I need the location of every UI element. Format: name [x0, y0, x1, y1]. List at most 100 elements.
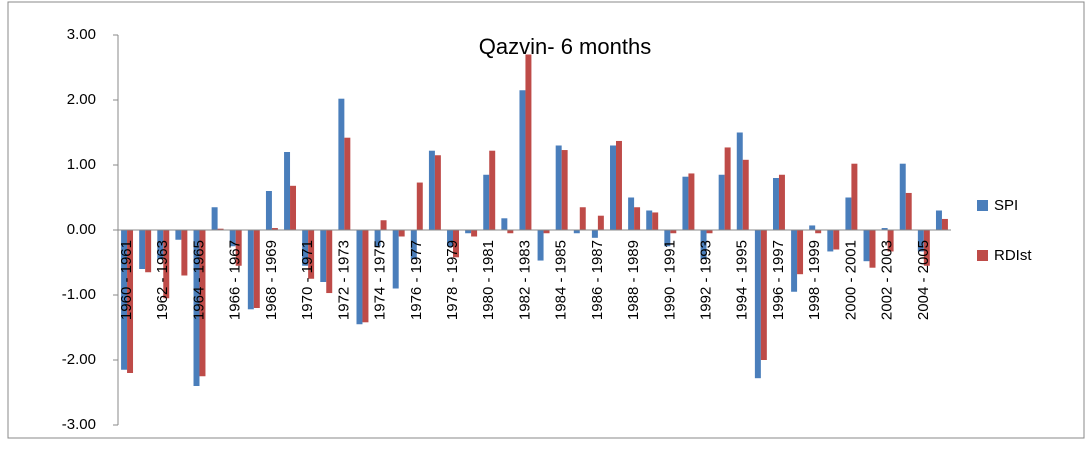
y-tick-label: 2.00: [67, 91, 96, 108]
bar: [682, 176, 689, 230]
bar: [127, 230, 134, 373]
bar: [199, 230, 206, 377]
bar: [688, 173, 695, 230]
bar: [579, 207, 586, 230]
bar: [284, 152, 291, 230]
bar: [742, 159, 749, 230]
legend-swatch: [977, 200, 988, 211]
x-tick-label: 1972 - 1973: [335, 240, 352, 320]
bar: [416, 182, 423, 230]
x-tick-label: 1988 - 1989: [625, 240, 642, 320]
bar: [791, 230, 798, 292]
bar: [519, 90, 526, 230]
bar: [139, 230, 146, 269]
bar: [718, 174, 725, 230]
y-tick-label: -3.00: [62, 416, 96, 433]
bar: [193, 230, 200, 386]
bar: [253, 230, 260, 308]
bar: [483, 174, 490, 230]
x-tick-label: 1964 - 1965: [190, 240, 207, 320]
bar: [941, 218, 948, 230]
bar: [374, 230, 381, 247]
y-tick-label: 0.00: [67, 221, 96, 238]
bar: [664, 230, 671, 247]
bar: [471, 230, 478, 237]
bar: [302, 230, 309, 266]
bar: [525, 54, 532, 230]
bar: [615, 140, 622, 230]
bar: [271, 228, 278, 230]
bar: [706, 230, 713, 234]
legend-swatch: [977, 250, 988, 261]
bar: [646, 210, 653, 230]
bar: [447, 230, 454, 247]
x-tick-label: 1994 - 1995: [734, 240, 751, 320]
x-tick-label: 2000 - 2001: [842, 240, 859, 320]
bar: [628, 197, 635, 230]
bar: [736, 132, 743, 230]
x-tick-label: 1990 - 1991: [661, 240, 678, 320]
bar: [537, 230, 544, 261]
bar: [338, 98, 345, 230]
x-tick-label: 1976 - 1977: [408, 240, 425, 320]
x-tick-label: 1996 - 1997: [770, 240, 787, 320]
bar: [863, 230, 870, 262]
bar: [905, 192, 912, 230]
bar: [163, 230, 170, 299]
bar: [917, 230, 924, 252]
bar: [869, 230, 876, 268]
bar: [247, 230, 254, 310]
bar: [362, 230, 369, 323]
bar: [561, 150, 568, 230]
bar: [923, 230, 930, 266]
x-tick-label: 2002 - 2003: [879, 240, 896, 320]
bar: [290, 185, 297, 230]
bar: [398, 230, 405, 237]
bar: [380, 220, 387, 230]
bar: [392, 230, 399, 289]
bar: [634, 207, 641, 230]
bar: [809, 225, 816, 230]
bar: [543, 230, 550, 234]
bar: [573, 230, 580, 234]
y-tick-label: 1.00: [67, 156, 96, 173]
bar: [772, 178, 779, 230]
bar: [465, 230, 472, 234]
bar: [235, 230, 242, 266]
bar: [326, 230, 333, 294]
bar: [760, 230, 767, 360]
bar: [881, 228, 888, 230]
x-tick-label: 1962 - 1963: [154, 240, 171, 320]
bar: [887, 230, 894, 252]
bar: [754, 230, 761, 379]
bar: [555, 145, 562, 230]
bar: [935, 210, 942, 230]
x-tick-label: 2004 - 2005: [915, 240, 932, 320]
bar: [453, 230, 459, 258]
bar: [815, 230, 822, 234]
bar: [652, 212, 659, 230]
bar: [434, 155, 441, 230]
y-tick-label: -1.00: [62, 286, 96, 303]
bar: [145, 230, 152, 273]
bar: [591, 230, 598, 238]
chart-title: Qazvin- 6 months: [479, 34, 651, 59]
bar: [597, 215, 604, 230]
bar: [501, 218, 508, 230]
bar: [724, 147, 731, 230]
bar: [157, 230, 164, 260]
bar: [851, 163, 858, 230]
x-tick-label: 1984 - 1985: [553, 240, 570, 320]
x-tick-label: 1992 - 1993: [698, 240, 715, 320]
bar: [320, 230, 327, 282]
bar: [700, 230, 707, 260]
bar: [845, 197, 852, 230]
bar: [899, 163, 906, 230]
legend-label: SPI: [994, 197, 1018, 214]
bar: [489, 150, 496, 230]
x-tick-label: 1986 - 1987: [589, 240, 606, 320]
bar: [121, 230, 128, 370]
bar: [778, 174, 785, 230]
x-tick-label: 1998 - 1999: [806, 240, 823, 320]
